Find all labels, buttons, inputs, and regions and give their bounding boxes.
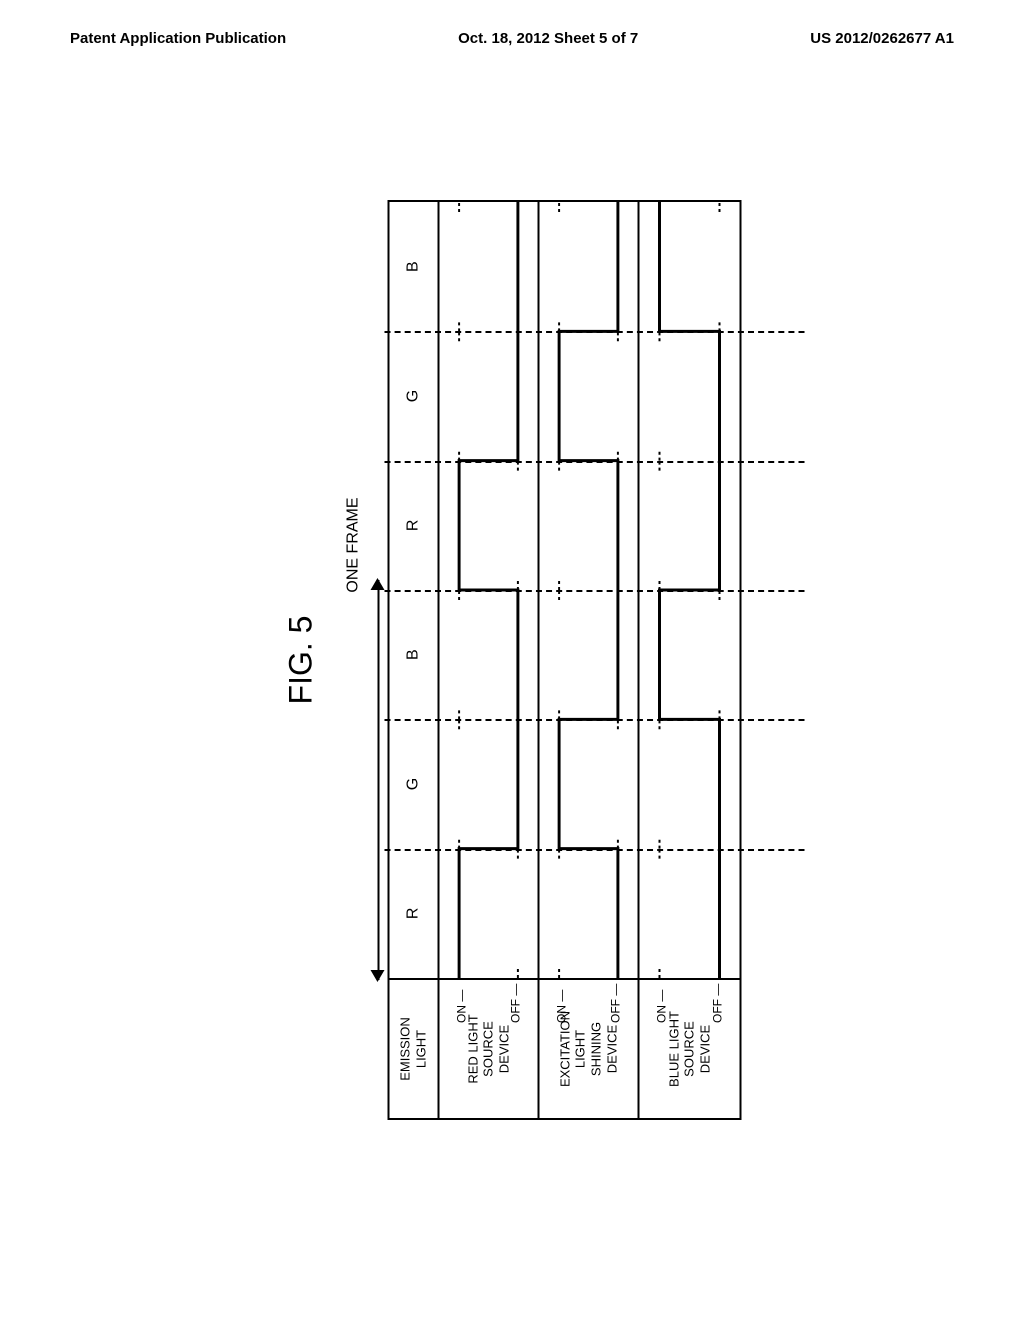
off-label: OFF — [509, 984, 523, 1023]
header-center: Oct. 18, 2012 Sheet 5 of 7 [458, 30, 638, 47]
emission-header-row: RGBRGB [390, 202, 440, 978]
arrow-right-icon [371, 578, 385, 590]
frame-label: ONE FRAME [345, 497, 363, 682]
off-label: OFF — [711, 984, 725, 1023]
on-label: ON — [655, 984, 669, 1023]
timing-column: RGBRGB ON — OFF — ON — OFF — ON — OFF — [390, 202, 740, 978]
on-label: ON — [555, 984, 569, 1023]
figure-container: FIG. 5 ONE FRAME EMISSIONLIGHT RED LIGHT… [283, 200, 742, 1120]
figure-title: FIG. 5 [283, 200, 320, 1120]
off-label: OFF — [609, 984, 623, 1023]
header-left: Patent Application Publication [70, 30, 286, 47]
on-off-labels: ON — OFF — [640, 984, 740, 1023]
blue-signal-row: ON — OFF — [640, 202, 740, 978]
on-off-labels: ON — OFF — [440, 984, 538, 1023]
red-signal-row: ON — OFF — [440, 202, 540, 978]
emission-cell: G [390, 719, 438, 848]
emission-label: EMISSIONLIGHT [390, 980, 440, 1118]
timing-table: EMISSIONLIGHT RED LIGHTSOURCEDEVICE EXCI… [388, 200, 742, 1120]
frame-label-row: ONE FRAME [345, 200, 363, 980]
emission-cell: R [390, 849, 438, 978]
emission-cell: R [390, 461, 438, 590]
excitation-signal-row: ON — OFF — [540, 202, 640, 978]
signal-waveform [440, 202, 538, 978]
signal-waveform [640, 202, 740, 978]
header-right: US 2012/0262677 A1 [810, 30, 954, 47]
arrow-line [378, 580, 380, 980]
signal-waveform [540, 202, 638, 978]
on-off-labels: ON — OFF — [540, 984, 638, 1023]
emission-cell: G [390, 331, 438, 460]
on-label: ON — [455, 984, 469, 1023]
frame-arrow [368, 580, 388, 980]
emission-cell: B [390, 202, 438, 331]
emission-cell: B [390, 590, 438, 719]
